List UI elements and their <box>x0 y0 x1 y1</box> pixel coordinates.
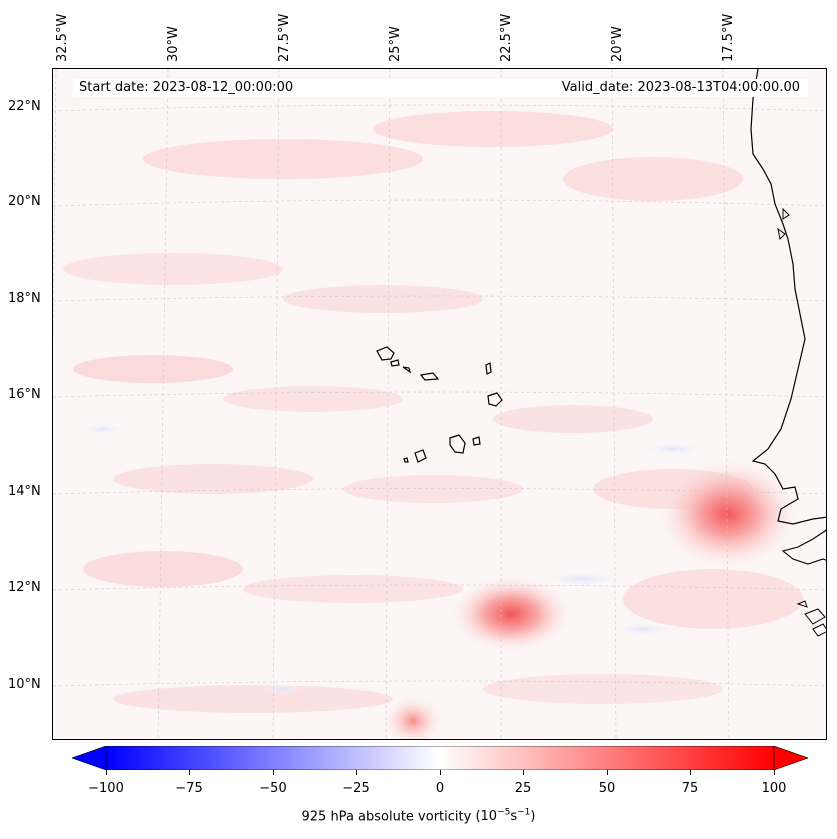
start-date-label: Start date: 2023-08-12_00:00:00 <box>79 80 294 95</box>
lat-label-18n: 18°N <box>8 291 41 306</box>
vorticity-field <box>53 69 826 739</box>
colorbar-extend-low <box>72 746 107 770</box>
lat-label-12n: 12°N <box>8 580 41 595</box>
graticule <box>53 69 826 739</box>
colorbar-tick-label: 25 <box>514 781 532 796</box>
colorbar-tick-mark <box>607 770 608 775</box>
colorbar <box>72 746 808 770</box>
bijagos-islands <box>796 600 826 637</box>
colorbar-tick-mark <box>273 770 274 775</box>
colorbar-tick-label: −25 <box>342 781 370 796</box>
guinea-bissau-coast <box>781 529 826 565</box>
background-patches <box>63 111 803 713</box>
colorbar-tick-label: −100 <box>88 781 124 796</box>
lat-label-22n: 22°N <box>8 99 41 114</box>
colorbar-extend-high <box>773 746 808 770</box>
colorbar-field-name: 925 hPa absolute vorticity <box>301 809 472 825</box>
lat-label-10n: 10°N <box>8 677 41 692</box>
colorbar-tick-mark <box>189 770 190 775</box>
colorbar-tick-label: 75 <box>681 781 699 796</box>
colorbar-tick-mark <box>440 770 441 775</box>
colorbar-tick-label: 100 <box>761 781 787 796</box>
map-frame: Start date: 2023-08-12_00:00:00 Valid_da… <box>52 68 827 740</box>
vortex-far-south <box>383 696 443 739</box>
lon-label-25w: 25°W <box>388 26 403 62</box>
lat-label-20n: 20°N <box>8 194 41 209</box>
vortex-senegal-coast <box>658 459 798 569</box>
lon-label-27-5w: 27.5°W <box>277 13 292 62</box>
colorbar-title: 925 hPa absolute vorticity (10−5s−1) <box>0 808 837 824</box>
colorbar-tick-label: −75 <box>175 781 203 796</box>
africa-coastline <box>750 69 826 525</box>
colorbar-tick-label: 50 <box>598 781 616 796</box>
vortex-south <box>451 576 571 652</box>
colorbar-tick-mark <box>690 770 691 775</box>
colorbar-tick-mark <box>356 770 357 775</box>
lon-label-22-5w: 22.5°W <box>499 13 514 62</box>
lon-label-17-5w: 17.5°W <box>721 13 736 62</box>
valid-date-label: Valid_date: 2023-08-13T04:00:00.00 <box>561 80 800 95</box>
cape-verde-islands <box>376 346 503 463</box>
colorbar-tick-mark <box>774 770 775 775</box>
lat-label-16n: 16°N <box>8 387 41 402</box>
colorbar-body <box>105 746 775 770</box>
colorbar-tick-mark <box>106 770 107 775</box>
lon-label-20w: 20°W <box>610 26 625 62</box>
colorbar-tick-mark <box>523 770 524 775</box>
lat-label-14n: 14°N <box>8 484 41 499</box>
date-header-strip <box>73 79 808 97</box>
colorbar-tick-label: 0 <box>435 781 445 796</box>
lon-label-32-5w: 32.5°W <box>55 13 70 62</box>
negative-vorticity-patches <box>83 424 703 694</box>
colorbar-tick-label: −50 <box>259 781 287 796</box>
colorbar-units: (10−5s−1) <box>475 808 536 825</box>
lon-label-30w: 30°W <box>166 26 181 62</box>
northern-coast-detail <box>777 207 790 241</box>
